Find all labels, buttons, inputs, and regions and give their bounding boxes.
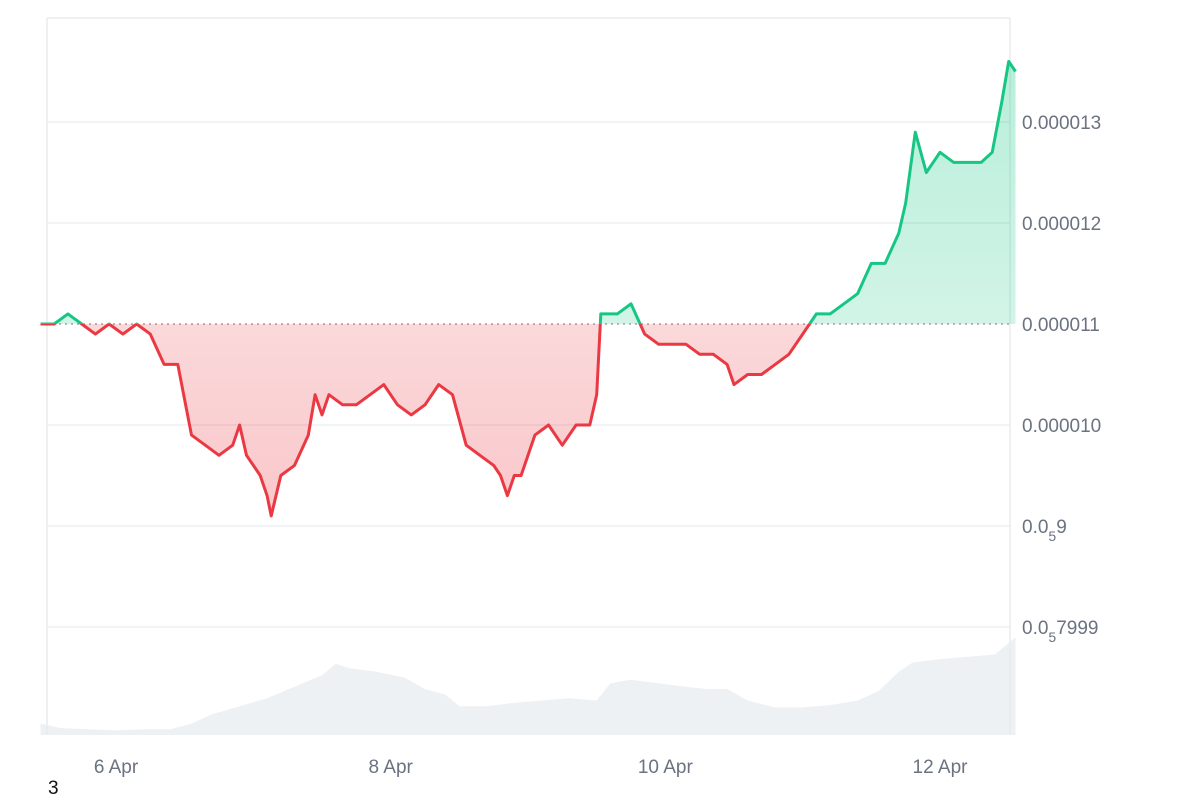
x-tick-label-3: 12 Apr xyxy=(913,757,969,778)
price-fill-below xyxy=(40,324,1016,516)
y-tick-label-0: 0.000013 xyxy=(1022,113,1101,134)
y-axis: 0.000013 0.000012 0.000011 0.000010 0.059 0.0… xyxy=(1022,113,1101,645)
volume-area xyxy=(40,637,1016,735)
y-tick-label-4: 0.059 xyxy=(1022,517,1067,544)
price-line-group xyxy=(40,59,1017,518)
y-tick-label-1: 0.000012 xyxy=(1022,214,1101,235)
x-tick-label-1: 8 Apr xyxy=(368,757,413,778)
y-tick-label-2: 0.000011 xyxy=(1022,315,1100,336)
price-fill-group xyxy=(40,61,1016,516)
price-line-up xyxy=(40,59,1017,324)
x-tick-label-2: 10 Apr xyxy=(638,757,694,778)
price-line-down xyxy=(40,324,812,518)
x-axis: 6 Apr 8 Apr 10 Apr 12 Apr xyxy=(94,757,968,778)
footnote-text: 3 xyxy=(48,778,59,799)
x-tick-label-0: 6 Apr xyxy=(94,757,139,778)
volume-area-group xyxy=(40,637,1016,735)
y-tick-label-5: 0.057999 xyxy=(1022,618,1099,645)
price-fill-above xyxy=(40,61,1016,324)
y-tick-label-3: 0.000010 xyxy=(1022,416,1101,437)
